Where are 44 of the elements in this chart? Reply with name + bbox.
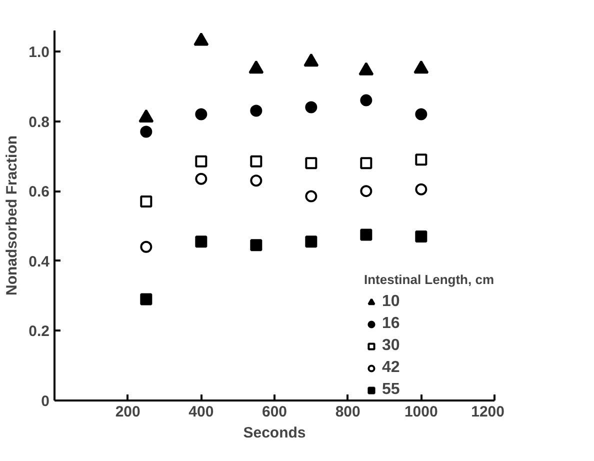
point xyxy=(250,104,262,117)
point xyxy=(360,94,372,106)
legend-label: 55 xyxy=(382,381,401,399)
point xyxy=(250,174,262,187)
x-tick-label: 400 xyxy=(188,404,214,420)
point xyxy=(195,108,208,120)
point xyxy=(195,236,208,248)
point xyxy=(415,230,428,242)
point xyxy=(250,239,262,252)
y-tick-label: 0.2 xyxy=(28,323,50,340)
point xyxy=(415,183,428,196)
x-tick-label: 1000 xyxy=(404,404,438,420)
y-tick-label: 0 xyxy=(41,393,50,410)
y-tick-label: 0.4 xyxy=(28,253,50,270)
x-tick-label: 200 xyxy=(115,404,140,420)
point xyxy=(140,126,152,138)
x-tick-label: 1200 xyxy=(471,404,505,420)
point xyxy=(305,101,318,114)
legend-label: 42 xyxy=(382,359,401,377)
y-axis-title: Nonadsorbed Fraction xyxy=(4,135,21,296)
y-tick-label: 1.0 xyxy=(28,44,50,61)
point xyxy=(140,293,152,306)
point xyxy=(415,154,428,166)
legend-label: 30 xyxy=(382,337,401,355)
y-tick-label: 0.8 xyxy=(28,114,50,131)
legend-label: 10 xyxy=(382,293,401,311)
point xyxy=(360,185,372,198)
point xyxy=(415,108,428,120)
point xyxy=(195,172,208,185)
x-axis-title: Seconds xyxy=(243,424,306,442)
point xyxy=(305,190,318,202)
point xyxy=(360,228,372,241)
point xyxy=(360,157,372,170)
legend-title: Intestinal Length, cm xyxy=(364,272,494,287)
y-tick-label: 0.6 xyxy=(28,184,50,201)
point xyxy=(305,157,318,170)
point xyxy=(140,240,152,253)
point xyxy=(195,155,208,168)
point xyxy=(250,155,262,168)
x-tick-label: 600 xyxy=(262,404,288,420)
point xyxy=(305,236,318,248)
legend-label: 16 xyxy=(382,315,401,333)
point xyxy=(140,196,152,208)
x-tick-label: 800 xyxy=(335,404,360,420)
